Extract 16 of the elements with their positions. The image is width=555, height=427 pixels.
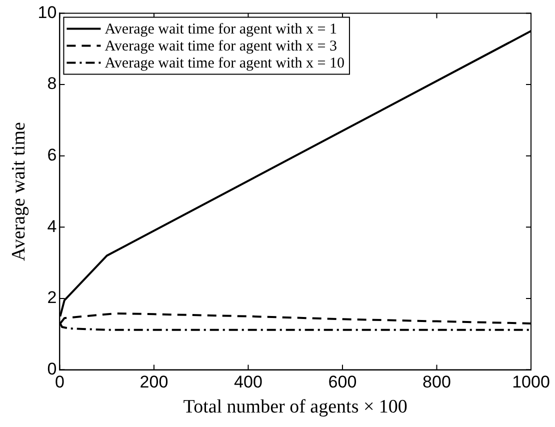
x-tick-label: 600: [328, 372, 357, 392]
x-tick-label: 200: [140, 372, 168, 392]
y-tick-label: 10: [38, 2, 57, 22]
legend-label: Average wait time for agent with x = 10: [104, 56, 344, 72]
legend-label: Average wait time for agent with x = 1: [104, 22, 337, 38]
y-axis-title: Average wait time: [8, 122, 30, 261]
y-tick-label: 2: [47, 288, 57, 308]
x-axis-title: Total number of agents × 100: [183, 396, 408, 418]
y-tick-label: 0: [47, 359, 57, 378]
legend-label: Average wait time for agent with x = 3: [104, 38, 337, 55]
y-tick-label: 4: [47, 216, 57, 236]
x-tick-label: 800: [422, 372, 451, 392]
y-tick-label: 8: [47, 74, 57, 94]
y-tick-label: 6: [47, 146, 57, 165]
x-tick-label: 1000: [512, 372, 550, 392]
x-tick-label: 400: [234, 372, 262, 392]
